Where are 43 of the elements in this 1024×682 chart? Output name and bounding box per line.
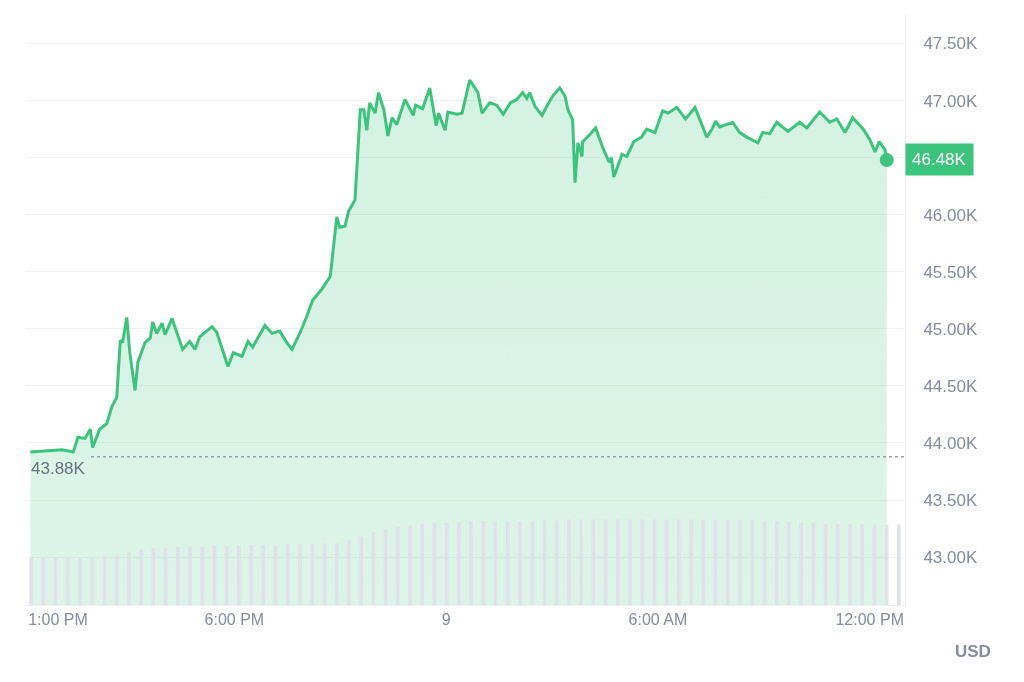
bar [835,523,840,605]
y-tick-label: 47.50K [923,34,978,54]
y-tick-label: 44.50K [923,376,978,396]
bar [505,521,510,605]
x-tick-label: 12:00 PM [835,611,904,629]
bar [725,520,730,605]
y-tick-label: 43.00K [923,548,978,568]
y-tick-label: 45.50K [923,262,978,282]
bar [897,524,901,605]
bar [554,520,559,605]
bar [640,519,645,605]
bar [175,546,180,605]
annotation: 46.48K [912,150,967,169]
bar [334,543,339,605]
bar [114,555,119,605]
bar [615,519,620,605]
bar [884,524,889,605]
bar [420,523,425,605]
y-tick-label: 47.00K [923,91,978,111]
bar [774,521,779,605]
x-tick-label: 1:00 PM [28,611,88,629]
bar [444,522,449,605]
bar [224,546,229,605]
x-tick-label: 6:00 PM [204,611,265,629]
bar [860,524,865,605]
bar [65,557,70,605]
y-tick-label: 45.00K [923,319,978,339]
y-axis-title: USD [955,642,991,661]
bar [310,544,315,605]
bar [395,527,400,605]
bar [90,557,95,605]
bar [664,519,669,605]
y-tick-label: 43.50K [923,490,978,510]
x-tick-label: 9 [441,611,451,629]
bar [530,521,535,605]
bar [285,544,290,605]
bar [29,557,33,605]
ref-line-label: 43.88K [31,459,86,478]
y-tick-label: 44.00K [923,433,978,453]
bar [200,546,205,605]
y-tick-label: 46.00K [923,205,978,225]
bar [750,520,755,605]
x-tick-label: 6:00 AM [628,611,688,629]
